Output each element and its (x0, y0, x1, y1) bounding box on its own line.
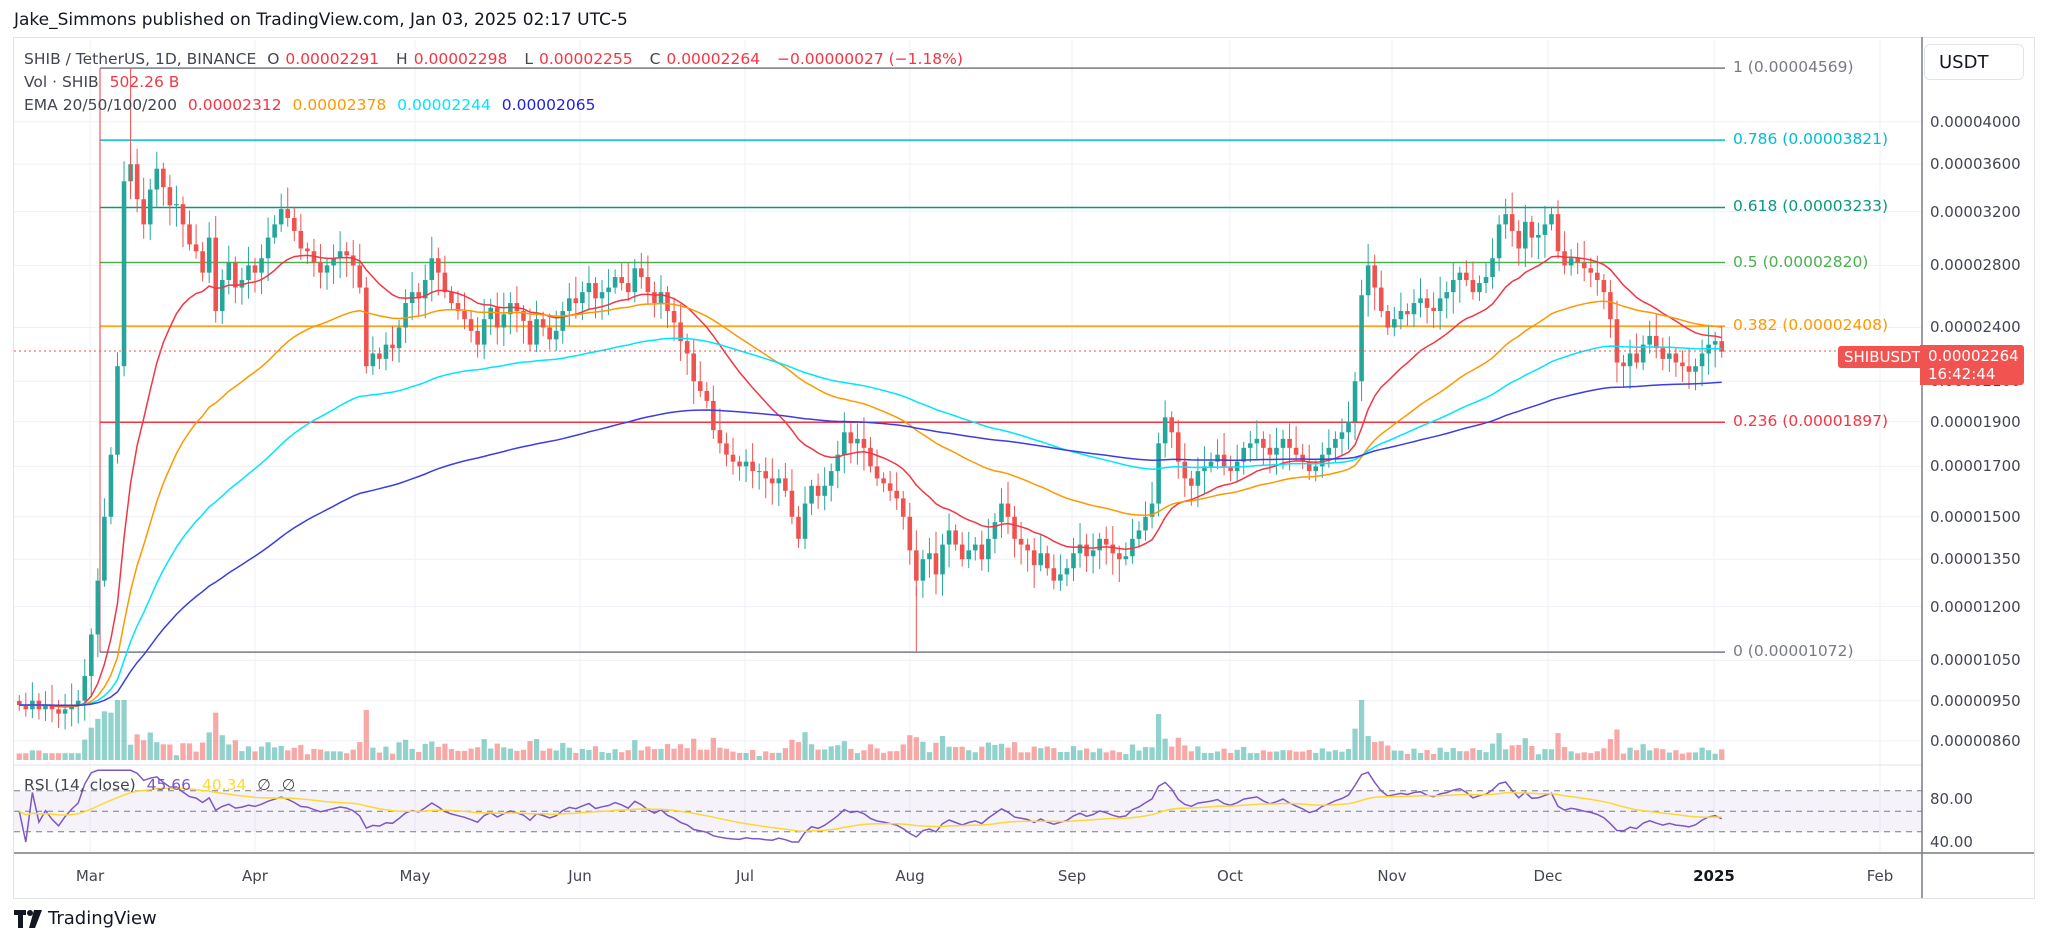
rsi-tick-label: 80.00 (1930, 790, 1973, 808)
rsi-tick-label: 40.00 (1930, 833, 1973, 851)
currency-button[interactable]: USDT (1924, 44, 2024, 80)
time-tick-label: May (399, 867, 431, 885)
tradingview-logo-text: TradingView (48, 908, 157, 929)
time-tick-label: Apr (242, 867, 268, 885)
price-tick-label: 0.00001350 (1930, 550, 2021, 569)
fib-level-label: 0.786 (0.00003821) (1733, 130, 1889, 149)
time-tick-label: Dec (1533, 867, 1563, 885)
fib-level-label: 0 (0.00001072) (1733, 642, 1854, 661)
price-tick-label: 0.00003200 (1930, 202, 2021, 221)
ema200-value: 0.00002065 (501, 96, 596, 114)
price-tick-label: 0.00002800 (1930, 256, 2021, 275)
time-tick-label: Jul (735, 867, 755, 885)
price-tick-label: 0.00002400 (1930, 318, 2021, 337)
price-tick-label: 0.00004000 (1930, 112, 2021, 131)
tradingview-logo-icon (14, 909, 42, 928)
time-tick-label: Mar (75, 867, 105, 885)
fib-level-label: 0.382 (0.00002408) (1733, 316, 1889, 335)
tradingview-logo[interactable]: TradingView (14, 908, 157, 929)
last-price: 0.00002264 (1928, 347, 2019, 365)
open-value: 0.00002291 (285, 50, 380, 68)
ema100-value: 0.00002244 (397, 96, 491, 114)
time-tick-label: Feb (1866, 867, 1894, 885)
volume-legend: Vol · SHIB 502.26 B (24, 73, 180, 91)
rsi-legend: RSI (14, close) 45.66 40.34 ∅ ∅ (24, 776, 296, 794)
price-tick-label: 0.00000950 (1930, 691, 2021, 710)
price-tick-label: 0.00003600 (1930, 155, 2021, 174)
chart-frame (13, 37, 2035, 899)
publisher-line: Jake_Simmons published on TradingView.co… (14, 10, 628, 30)
price-tick-label: 0.00001050 (1930, 651, 2021, 670)
fib-level-label: 0.5 (0.00002820) (1733, 252, 1869, 271)
ema50-value: 0.00002378 (292, 96, 387, 114)
price-tick-label: 0.00000860 (1930, 731, 2021, 750)
price-tick-label: 0.00001500 (1930, 507, 2021, 526)
time-tick-label: Oct (1217, 867, 1243, 885)
time-tick-label: Aug (895, 867, 925, 885)
fib-level-label: 0.618 (0.00003233) (1733, 197, 1889, 216)
symbol-title: SHIB / TetherUS, 1D, BINANCE (24, 50, 257, 68)
low-value: 0.00002255 (538, 50, 633, 68)
bar-countdown: 16:42:44 (1928, 365, 1996, 383)
rsi-ma-value: 40.34 (201, 776, 247, 794)
close-value: 0.00002264 (666, 50, 761, 68)
time-tick-label: Nov (1377, 867, 1407, 885)
price-tick-label: 0.00001200 (1930, 597, 2021, 616)
change-value: −0.00000027 (−1.18%) (777, 50, 963, 68)
fib-level-label: 1 (0.00004569) (1733, 58, 1854, 77)
symbol-legend: SHIB / TetherUS, 1D, BINANCE O 0.00002291… (24, 50, 963, 68)
time-tick-label: Sep (1057, 867, 1087, 885)
high-value: 0.00002298 (413, 50, 508, 68)
price-tick-label: 0.00001700 (1930, 457, 2021, 476)
ema20-value: 0.00002312 (187, 96, 282, 114)
rsi-value: 45.66 (146, 776, 192, 794)
symbol-price-tag: SHIBUSDT (1838, 346, 1927, 368)
last-price-tag: 0.00002264 16:42:44 (1920, 345, 2024, 385)
time-tick-label: 2025 (1693, 867, 1735, 885)
price-tick-label: 0.00001900 (1930, 412, 2021, 431)
time-tick-label: Jun (568, 867, 592, 885)
ema-legend: EMA 20/50/100/200 0.00002312 0.00002378 … (24, 96, 596, 114)
fib-level-label: 0.236 (0.00001897) (1733, 412, 1889, 431)
volume-value: 502.26 B (109, 73, 180, 91)
